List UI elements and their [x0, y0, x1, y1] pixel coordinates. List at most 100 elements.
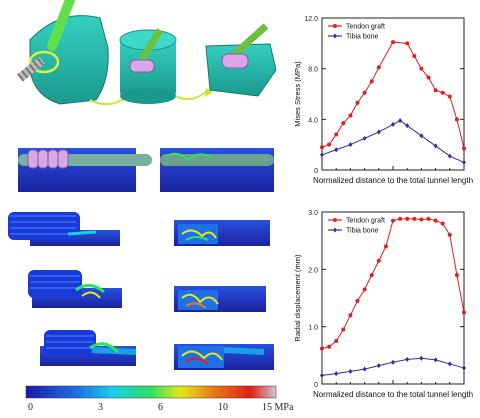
y-tick-label: 8.0 [308, 67, 318, 74]
data-point [454, 273, 459, 278]
legend-marker [333, 33, 337, 39]
x-axis-label: Normalized distance to the total tunnel … [313, 176, 473, 185]
data-point [454, 117, 459, 122]
data-point [391, 121, 395, 127]
data-point [447, 232, 452, 237]
data-point [334, 132, 339, 137]
initial-state-right [160, 148, 274, 192]
data-point [412, 54, 417, 58]
data-point [334, 371, 339, 377]
legend-marker [333, 227, 337, 233]
y-axis-label: Radial displacement (mm) [293, 254, 302, 342]
deformed-state-1-left [8, 212, 120, 246]
data-point [398, 118, 403, 124]
data-point [433, 88, 438, 93]
data-point [440, 221, 445, 226]
data-point [348, 142, 353, 148]
y-tick-label: 4.0 [308, 117, 318, 124]
data-point [327, 344, 332, 349]
legend-label: Tendon graft [346, 24, 385, 31]
y-tick-label: 12.0 [304, 16, 318, 23]
data-point [376, 258, 381, 263]
data-point [462, 365, 466, 371]
data-point [405, 41, 410, 46]
radial-displacement-chart: 0 1.0 2.0 3.0 Normalized distance to the tot… [293, 210, 473, 399]
data-point [362, 90, 367, 95]
data-point [433, 143, 438, 149]
bone-cylinder-illustration [119, 28, 213, 104]
data-point [355, 298, 360, 303]
data-point [462, 159, 466, 165]
colorbar-label-6: 6 [158, 402, 163, 413]
colorbar-label-3: 3 [98, 402, 103, 413]
colorbar-label-0: 0 [28, 402, 33, 413]
data-point [369, 273, 374, 278]
legend-marker [333, 24, 337, 28]
data-point [447, 94, 452, 99]
tibia-model-illustration [17, 0, 136, 106]
mises-stress-chart: 0 4.0 8.0 12.0 Normalized distance to the to… [293, 16, 473, 185]
data-point [348, 313, 353, 318]
deformed-state-1-right [174, 220, 270, 246]
legend-marker [333, 218, 337, 222]
data-point [348, 113, 353, 118]
data-point [376, 129, 381, 135]
data-point [362, 135, 367, 141]
x-axis-label: Normalized distance to the total tunnel … [313, 390, 473, 399]
initial-state-left [18, 148, 152, 192]
data-point [433, 357, 438, 363]
data-point [405, 216, 410, 221]
y-axis-label: Mises Stress (MPa) [293, 61, 302, 127]
data-point [320, 145, 324, 150]
data-point [447, 153, 452, 159]
data-point [383, 244, 388, 249]
colorbar-label-15: 15 MPa [262, 402, 294, 413]
y-tick-label: 0 [314, 382, 318, 389]
data-point [419, 66, 424, 71]
plot-frame [321, 211, 465, 385]
data-point [419, 133, 424, 139]
legend-label: Tibia bone [346, 34, 379, 41]
bone-section-illustration [205, 23, 277, 97]
data-point [426, 75, 431, 80]
data-point [419, 355, 424, 361]
data-point [376, 65, 381, 70]
data-point [391, 40, 395, 45]
data-point [462, 146, 466, 151]
stress-colorbar [25, 385, 277, 399]
data-point [398, 216, 403, 221]
data-point [348, 368, 353, 374]
data-point [362, 287, 367, 292]
data-point [405, 356, 410, 362]
data-point [405, 123, 410, 129]
data-point [412, 216, 417, 221]
data-point [334, 339, 339, 343]
data-point [376, 363, 381, 369]
data-point [369, 79, 374, 84]
data-point [320, 372, 324, 378]
data-point [362, 366, 367, 372]
legend-label: Tendon graft [346, 218, 385, 225]
data-point [391, 218, 395, 223]
deformed-state-2-right [174, 286, 266, 312]
y-tick-label: 2.0 [308, 267, 318, 274]
y-tick-label: 1.0 [308, 325, 318, 332]
data-point [419, 217, 424, 222]
data-point [447, 361, 452, 367]
data-point [327, 142, 332, 147]
deformed-state-2-left [28, 270, 122, 308]
data-point [320, 152, 324, 158]
colorbar-label-10: 10 [218, 402, 228, 413]
legend-label: Tibia bone [346, 228, 379, 235]
y-tick-label: 3.0 [308, 210, 318, 217]
data-point [341, 327, 346, 332]
series-line-1 [321, 120, 465, 163]
deformed-state-3-right [174, 344, 274, 370]
data-point [426, 216, 431, 221]
deformed-state-3-left [40, 330, 137, 366]
data-point [355, 100, 360, 105]
data-point [440, 90, 445, 95]
data-point [462, 310, 466, 315]
data-point [334, 147, 339, 153]
y-tick-label: 0 [314, 168, 318, 175]
